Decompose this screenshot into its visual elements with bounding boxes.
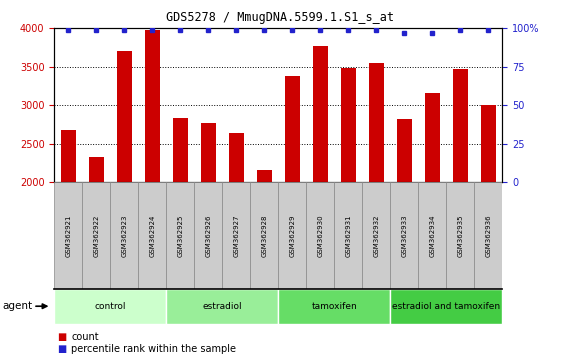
Text: agent: agent [3,301,33,311]
Bar [391,289,502,324]
Bar [313,46,328,182]
Text: control: control [95,302,126,311]
Bar [144,30,160,182]
Bar [335,182,363,289]
Text: percentile rank within the sample: percentile rank within the sample [71,344,236,354]
Bar [363,182,391,289]
Bar [453,69,468,182]
Bar [279,289,391,324]
Bar [82,182,110,289]
Bar [341,68,356,182]
Bar [425,93,440,182]
Bar [256,170,272,182]
Text: GDS5278 / MmugDNA.5599.1.S1_s_at: GDS5278 / MmugDNA.5599.1.S1_s_at [166,11,394,24]
Text: GSM362931: GSM362931 [345,214,351,257]
Bar [194,182,222,289]
Text: GSM362922: GSM362922 [93,214,99,257]
Text: GSM362934: GSM362934 [429,214,436,257]
Text: GSM362927: GSM362927 [234,214,239,257]
Text: GSM362930: GSM362930 [317,214,323,257]
Bar [307,182,335,289]
Bar [250,182,279,289]
Bar [447,182,475,289]
Bar [166,289,278,324]
Bar [54,289,166,324]
Bar [397,119,412,182]
Text: GSM362926: GSM362926 [206,214,211,257]
Text: GSM362929: GSM362929 [289,214,295,257]
Bar [222,182,250,289]
Bar [116,51,132,182]
Bar [475,182,502,289]
Text: GSM362924: GSM362924 [149,214,155,257]
Text: GSM362933: GSM362933 [401,214,408,257]
Text: GSM362928: GSM362928 [262,214,267,257]
Bar [166,182,194,289]
Bar [54,182,82,289]
Text: GSM362936: GSM362936 [485,214,492,257]
Text: estradiol: estradiol [203,302,242,311]
Text: GSM362921: GSM362921 [65,214,71,257]
Bar [279,182,307,289]
Text: tamoxifen: tamoxifen [312,302,357,311]
Bar [110,182,138,289]
Text: GSM362923: GSM362923 [121,214,127,257]
Bar [61,130,76,182]
Bar [481,104,496,182]
Text: estradiol and tamoxifen: estradiol and tamoxifen [392,302,501,311]
Text: ■: ■ [57,332,66,342]
Bar [285,76,300,182]
Bar [200,123,216,182]
Bar [369,63,384,182]
Bar [89,157,104,182]
Bar [172,118,188,182]
Text: GSM362925: GSM362925 [178,214,183,257]
Bar [228,133,244,182]
Text: count: count [71,332,99,342]
Bar [391,182,419,289]
Text: ■: ■ [57,344,66,354]
Bar [419,182,447,289]
Text: GSM362932: GSM362932 [373,214,379,257]
Text: GSM362935: GSM362935 [457,214,464,257]
Bar [138,182,166,289]
